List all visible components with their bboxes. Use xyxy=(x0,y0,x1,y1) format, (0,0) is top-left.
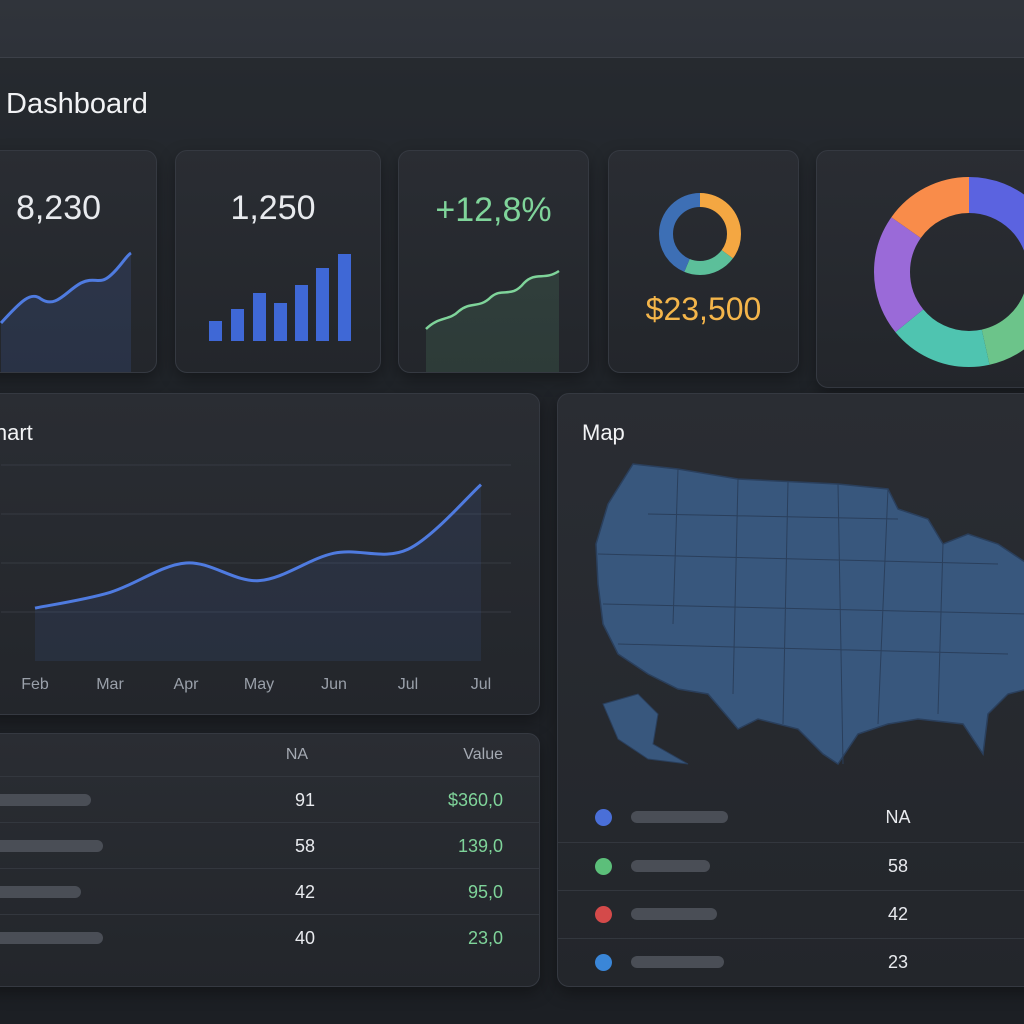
map-row: 58 xyxy=(558,842,1024,889)
placeholder-bar xyxy=(631,811,728,823)
row-value: 139,0 xyxy=(457,836,503,856)
row-value: NA xyxy=(885,807,911,827)
bars xyxy=(209,254,351,341)
donut xyxy=(874,177,1024,367)
x-tick-label: May xyxy=(244,676,274,693)
bar xyxy=(295,285,308,341)
placeholder-bar xyxy=(0,932,103,944)
donut-segment xyxy=(874,177,1024,367)
stat-value: $23,500 xyxy=(645,291,762,327)
table-row: 58 139,0 xyxy=(0,822,539,869)
alaska xyxy=(602,693,689,765)
placeholder-bar xyxy=(631,860,710,872)
line-area xyxy=(35,484,481,661)
sparkline-area xyxy=(426,271,559,372)
mini-donut xyxy=(659,193,741,275)
stat-value: 1,250 xyxy=(230,189,316,227)
sparkline-line xyxy=(425,269,560,330)
legend-dot xyxy=(595,858,612,875)
stat-value: +12,8% xyxy=(435,191,552,229)
line xyxy=(34,483,482,610)
sparkline-area xyxy=(1,253,131,372)
row-value: 23,0 xyxy=(467,928,503,948)
table-header: NA Value xyxy=(0,734,539,776)
bar xyxy=(253,293,266,341)
map-row: NA xyxy=(558,794,1024,840)
table-row: 42 95,0 xyxy=(0,868,539,915)
map-title: Map xyxy=(582,420,625,445)
x-tick-label: Jul xyxy=(398,676,418,693)
chart-title: Chart xyxy=(0,420,33,445)
grid xyxy=(1,464,511,613)
bar-sparkline xyxy=(209,254,351,341)
row-count: 91 xyxy=(294,790,316,810)
bar xyxy=(338,254,351,341)
chart-card: Chart Feb Mar Apr May Jun Jul Jul xyxy=(0,393,540,715)
placeholder-bar xyxy=(631,956,724,968)
placeholder-bar xyxy=(631,908,717,920)
donut-card xyxy=(816,150,1024,388)
stat-card: 8,230 xyxy=(0,150,157,373)
state-borders xyxy=(597,468,1024,765)
us-map xyxy=(595,463,1024,766)
row-value: $360,0 xyxy=(447,790,503,810)
x-tick-label: Apr xyxy=(174,676,200,693)
sparkline xyxy=(425,269,560,372)
stat-card: 1,250 xyxy=(175,150,381,373)
legend-dot xyxy=(595,954,612,971)
line-chart: Feb Mar Apr May Jun Jul Jul xyxy=(1,464,511,693)
sparkline xyxy=(0,251,132,372)
table-card: NA Value 91 $360,0 58 139,0 42 95,0 40 23,0 xyxy=(0,733,540,987)
x-tick-label: Feb xyxy=(21,676,49,693)
donut-segment xyxy=(659,193,741,275)
row-value: 95,0 xyxy=(467,882,503,902)
x-tick-label: Jul xyxy=(471,676,491,693)
row-value: 42 xyxy=(887,904,909,924)
row-count: 42 xyxy=(294,882,316,902)
stat-card: +12,8% xyxy=(398,150,589,373)
donut-segment xyxy=(874,177,1024,367)
page-title: Dashboard xyxy=(6,88,148,120)
map-row: 23 xyxy=(558,938,1024,985)
map-card: Map NA 58 42 23 xyxy=(557,393,1024,987)
table-row: 91 $360,0 xyxy=(0,776,539,823)
stat-card: $23,500 xyxy=(608,150,799,373)
placeholder-bar xyxy=(0,794,91,806)
column-header: NA xyxy=(285,746,309,763)
x-tick-label: Jun xyxy=(321,676,347,693)
donut-segment xyxy=(659,193,741,275)
legend-dot xyxy=(595,906,612,923)
placeholder-bar xyxy=(0,886,81,898)
map xyxy=(595,463,1024,766)
row-count: 40 xyxy=(294,928,316,948)
table-row: 40 23,0 xyxy=(0,914,539,961)
stat-value: 8,230 xyxy=(15,189,102,227)
sparkline-line xyxy=(0,251,132,325)
bar xyxy=(316,268,329,341)
legend-dot xyxy=(595,809,612,826)
row-value: 58 xyxy=(887,856,909,876)
map-row: 42 xyxy=(558,890,1024,937)
column-header: Value xyxy=(463,746,503,763)
placeholder-bar xyxy=(0,840,103,852)
bar xyxy=(231,309,244,341)
bar xyxy=(274,303,287,341)
row-value: 23 xyxy=(887,952,909,972)
x-tick-label: Mar xyxy=(96,676,124,693)
donut-segment xyxy=(874,177,1024,367)
row-count: 58 xyxy=(294,836,316,856)
bar xyxy=(209,321,222,341)
